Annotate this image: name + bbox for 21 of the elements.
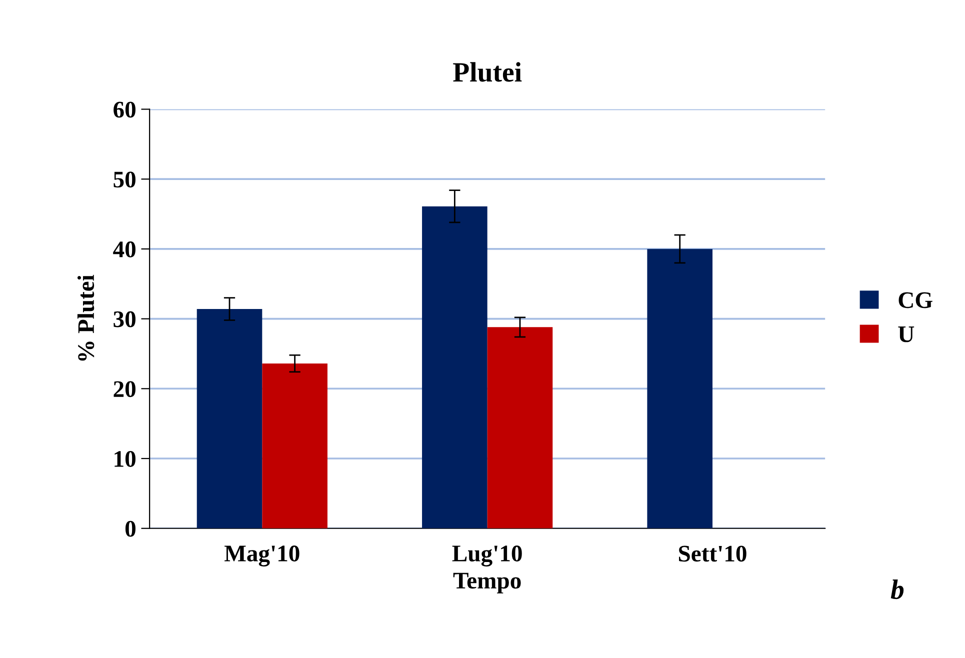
- bar: [262, 364, 328, 528]
- y-tick-label: 60: [114, 102, 136, 118]
- y-tick-label: 50: [114, 172, 136, 188]
- x-tick-label: Mag'10: [224, 546, 300, 566]
- x-axis-title: Tempo: [453, 572, 521, 594]
- chart-title: Plutei: [453, 62, 522, 82]
- x-tick-label: Lug'10: [452, 546, 522, 566]
- bar: [196, 309, 262, 528]
- legend-label: U: [898, 326, 914, 342]
- y-tick-label: 40: [113, 241, 136, 258]
- bar: [422, 206, 488, 528]
- x-tick-label: Sett'10: [678, 546, 746, 562]
- y-tick-label: 20: [114, 381, 136, 398]
- y-axis-title: % Plutei: [77, 274, 94, 361]
- y-tick-label: 30: [114, 311, 136, 328]
- y-tick-label: 10: [114, 451, 136, 467]
- y-tick-label: 0: [125, 520, 136, 537]
- bar: [487, 327, 553, 528]
- text: b: [890, 580, 904, 600]
- legend-label: CG: [898, 292, 932, 308]
- bar: [647, 248, 712, 528]
